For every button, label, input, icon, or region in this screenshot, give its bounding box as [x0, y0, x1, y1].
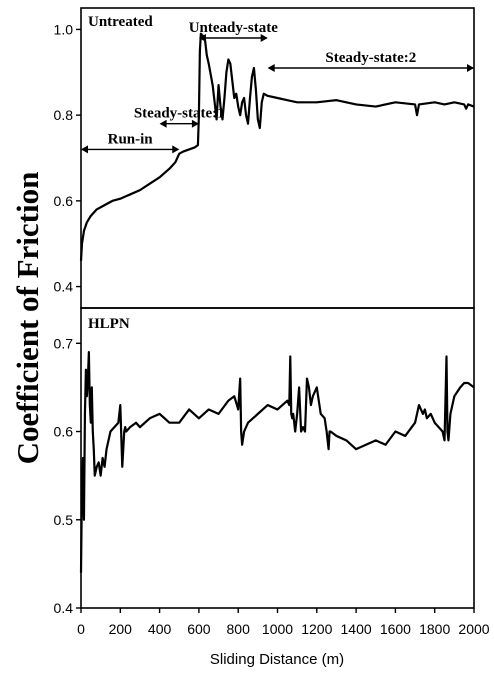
- y-tick-label: 0.4: [54, 279, 74, 295]
- annotation-label: Unteady-state: [189, 20, 278, 36]
- annotation-arrowhead-right: [467, 64, 474, 72]
- top-panel-untreated: 0.4 0.6 0.8 1.0 Run-in Steady-state:1 Unteady…: [54, 7, 475, 309]
- untreated-cof-line: [79, 32, 475, 261]
- bottom-panel-hlpn: 0.4 0.5 0.6 0.7 HLPN: [54, 307, 475, 616]
- hlpn-cof-line: [79, 351, 475, 573]
- annotation-label: Steady-state:1: [134, 106, 225, 122]
- x-tick-label: 0: [77, 621, 85, 637]
- y-tick-label: 1.0: [54, 21, 74, 37]
- top-panel-annotations: Run-in Steady-state:1 Unteady-state Steady-…: [81, 20, 474, 154]
- y-tick-label: 0.4: [54, 600, 74, 616]
- x-axis-title: Sliding Distance (m): [210, 651, 344, 668]
- panel-label-untreated: Untreated: [88, 14, 153, 30]
- annotation-label: Run-in: [108, 131, 154, 147]
- annotation-arrowhead-left: [159, 119, 167, 128]
- y-tick-label: 0.7: [54, 335, 74, 351]
- x-tick-label: 200: [109, 621, 133, 637]
- y-axis-title: Coefficient of Friction: [10, 172, 45, 465]
- x-tick-label: 1200: [301, 621, 332, 637]
- top-panel-y-axis: 0.4 0.6 0.8 1.0: [54, 21, 81, 295]
- annotation-label: Steady-state:2: [325, 50, 416, 66]
- x-tick-label: 1800: [419, 621, 450, 637]
- annotation-arrowhead-left: [198, 34, 206, 42]
- x-axis: 0 200 400 600 800 1000 1200 1400 1600 1800 2000: [77, 608, 490, 637]
- x-tick-label: 1000: [262, 621, 293, 637]
- y-tick-label: 0.6: [54, 424, 74, 440]
- bottom-panel-y-axis: 0.4 0.5 0.6 0.7: [54, 335, 81, 616]
- x-tick-label: 400: [148, 621, 172, 637]
- x-tick-label: 600: [187, 621, 211, 637]
- annotation-arrowhead-right: [191, 119, 199, 128]
- annotation-arrowhead-left: [81, 145, 88, 154]
- y-tick-label: 0.6: [54, 193, 74, 209]
- x-tick-label: 1600: [380, 621, 411, 637]
- y-tick-label: 0.8: [54, 107, 74, 123]
- annotation-arrowhead-left: [267, 64, 275, 72]
- x-tick-label: 800: [227, 621, 251, 637]
- bottom-panel-frame: [80, 307, 475, 609]
- annotation-arrowhead-right: [260, 34, 268, 42]
- y-tick-label: 0.5: [54, 512, 74, 528]
- x-tick-label: 1400: [341, 621, 372, 637]
- x-tick-label: 2000: [458, 621, 489, 637]
- annotation-arrowhead-right: [172, 145, 180, 154]
- panel-label-hlpn: HLPN: [88, 316, 130, 332]
